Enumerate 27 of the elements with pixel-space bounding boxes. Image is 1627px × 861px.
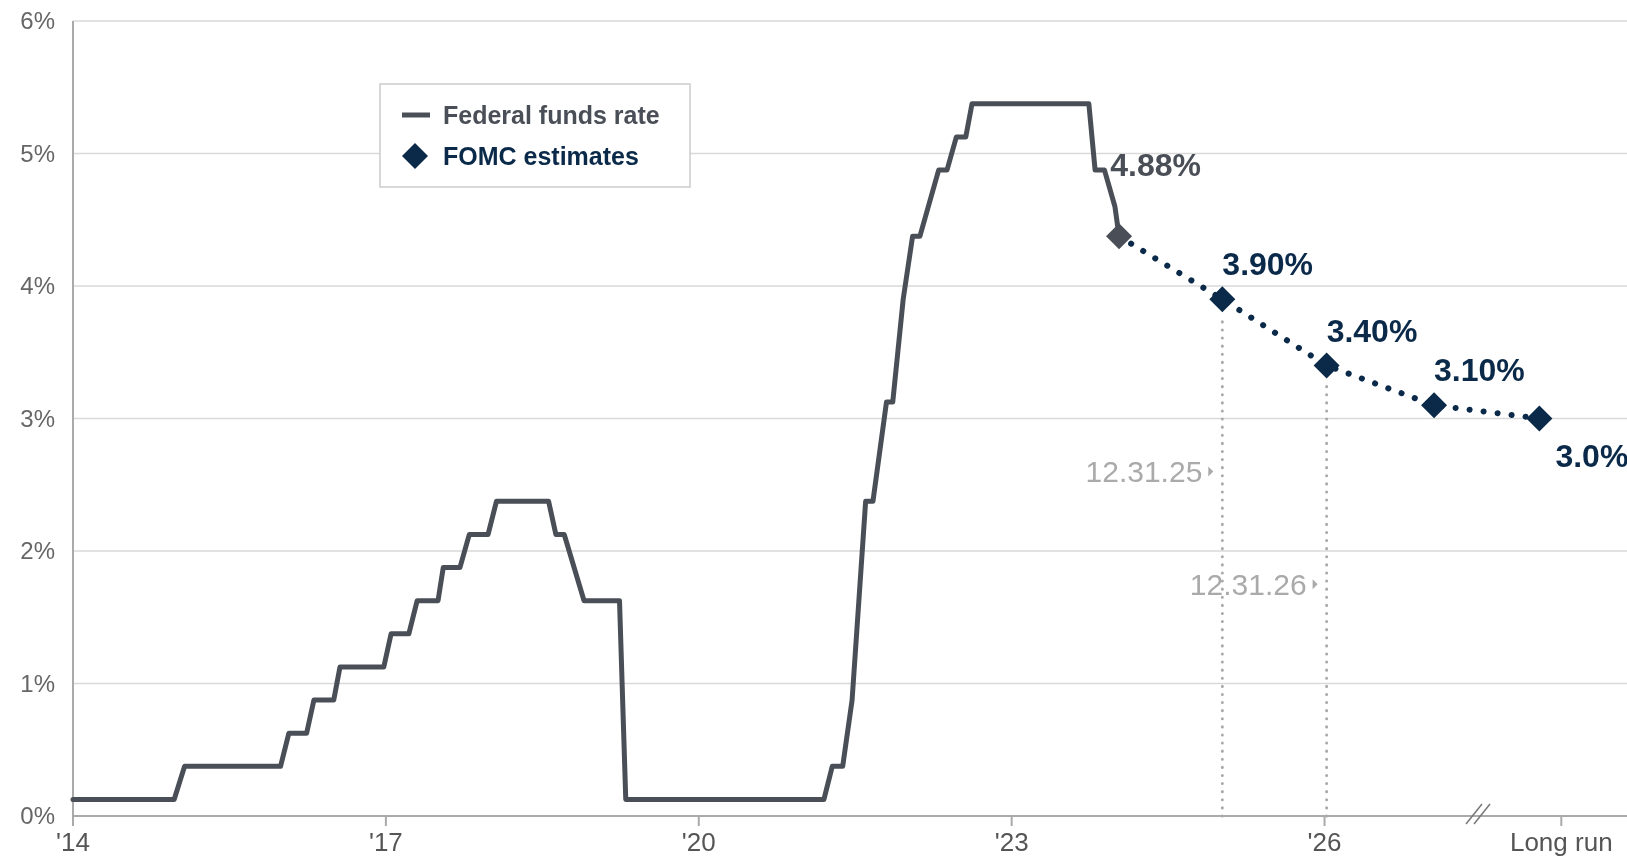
y-tick-label: 3% xyxy=(20,404,55,432)
x-tick-label: '17 xyxy=(368,827,403,857)
x-tick-label: '20 xyxy=(681,827,716,857)
y-tick-label: 6% xyxy=(20,7,55,35)
ref-line-label: 12.31.26 xyxy=(1189,567,1307,601)
x-tick-label: '14 xyxy=(56,827,90,857)
y-tick-label: 2% xyxy=(20,537,55,565)
data-label: 3.90% xyxy=(1222,246,1314,283)
data-label: 3.40% xyxy=(1326,312,1418,349)
point xyxy=(1106,223,1133,250)
annotation: 4.88% xyxy=(1110,147,1202,184)
point xyxy=(1526,405,1553,432)
y-tick-label: 4% xyxy=(20,272,55,300)
x-tick-label: Long run xyxy=(1509,827,1613,857)
x-tick-label: '26 xyxy=(1307,827,1342,857)
data-label: 3.0% xyxy=(1555,437,1627,474)
y-tick-label: 5% xyxy=(20,139,55,167)
y-tick-label: 0% xyxy=(20,802,55,830)
legend-label: FOMC estimates xyxy=(443,141,639,170)
ref-line-label: 12.31.25 xyxy=(1085,455,1203,488)
y-tick-label: 1% xyxy=(20,669,55,697)
point xyxy=(1313,352,1340,379)
x-tick-label: '23 xyxy=(994,827,1029,857)
point xyxy=(1421,392,1448,419)
legend-label: Federal funds rate xyxy=(443,100,660,129)
point xyxy=(1209,286,1236,313)
data-label: 3.10% xyxy=(1434,352,1525,389)
